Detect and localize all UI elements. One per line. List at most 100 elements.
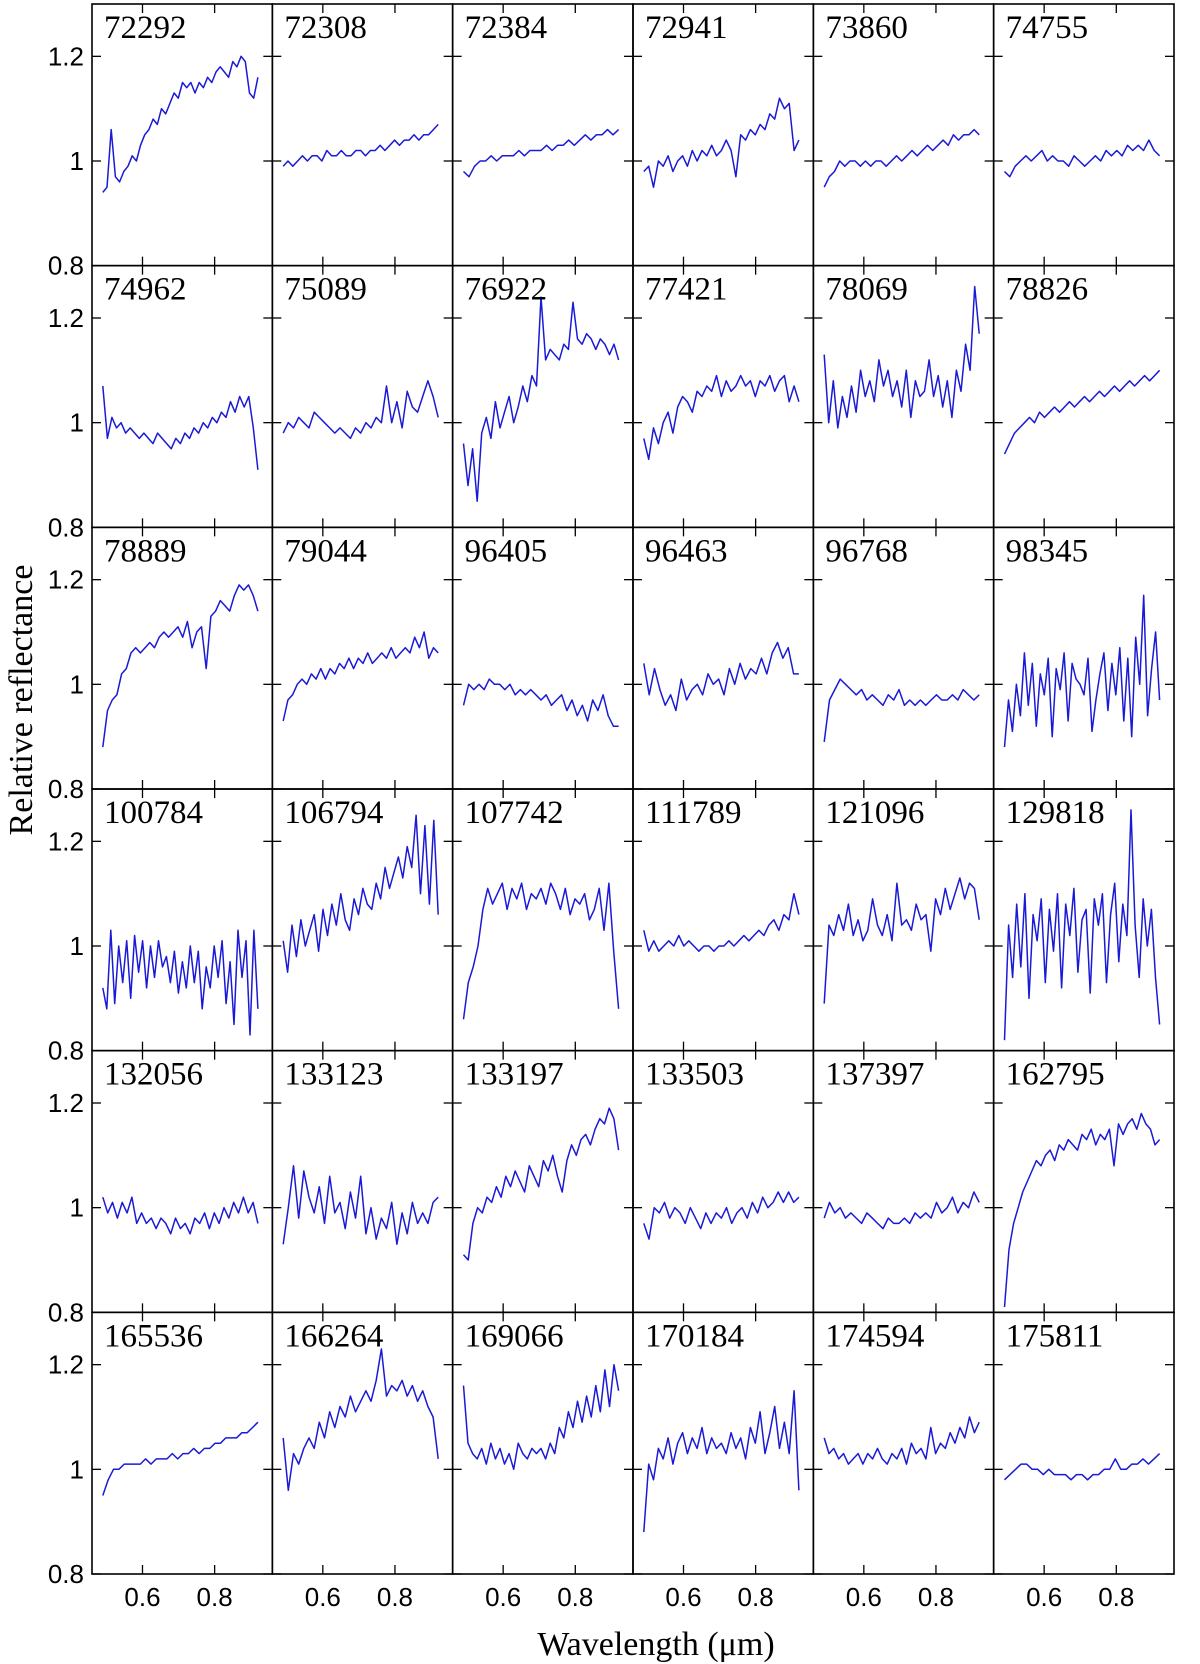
- panel-label-162795: 162795: [1006, 1057, 1105, 1093]
- spectrum-line-72941: [643, 97, 800, 188]
- spectrum-line-166264: [282, 1348, 439, 1492]
- x-tick-label: 0.8: [197, 1582, 233, 1612]
- x-tick-label: 0.8: [738, 1582, 774, 1612]
- x-tick-label: 0.6: [124, 1582, 160, 1612]
- spectrum-line-132056: [102, 1196, 259, 1235]
- panel-label-96463: 96463: [645, 533, 728, 569]
- spectrum-line-72308: [282, 123, 439, 167]
- panel-133503: 133503: [632, 1049, 815, 1314]
- x-tick-label: 0.6: [1026, 1582, 1062, 1612]
- panel-label-133123: 133123: [284, 1057, 383, 1093]
- labels-layer: 0.811.20.811.20.811.20.811.20.811.20.811…: [48, 41, 1135, 1612]
- x-tick-label: 0.6: [846, 1582, 882, 1612]
- y-tick-label: 1: [70, 146, 84, 176]
- spectrum-line-96463: [643, 641, 799, 712]
- panel-77421: 77421: [632, 264, 815, 529]
- panel-label-96405: 96405: [465, 533, 547, 569]
- panel-label-100784: 100784: [104, 795, 203, 831]
- panel-78826: 78826: [992, 264, 1175, 529]
- y-tick-label: 1.2: [48, 826, 84, 856]
- y-tick-label: 1: [70, 408, 84, 438]
- spectrum-line-96768: [823, 678, 980, 742]
- panel-label-78826: 78826: [1006, 272, 1089, 308]
- panel-96405: 96405: [451, 526, 634, 790]
- panel-label-129818: 129818: [1006, 795, 1105, 831]
- spectrum-line-170184: [643, 1390, 800, 1533]
- panel-162795: 162795: [992, 1049, 1175, 1314]
- y-tick-label: 0.8: [48, 1559, 84, 1589]
- y-tick-label: 1: [70, 1454, 84, 1484]
- panel-label-77421: 77421: [645, 272, 728, 308]
- panel-label-111789: 111789: [645, 795, 742, 831]
- panel-175811: 175811: [992, 1311, 1175, 1575]
- spectrum-line-72384: [462, 128, 620, 178]
- spectrum-line-73860: [823, 128, 980, 188]
- panel-label-165536: 165536: [104, 1318, 203, 1354]
- y-tick-label: 0.8: [48, 1297, 84, 1327]
- x-axis-title: Wavelength (μm): [537, 1626, 774, 1663]
- panel-170184: 170184: [632, 1311, 815, 1575]
- spectrum-line-78069: [823, 285, 980, 429]
- panel-label-174594: 174594: [825, 1318, 924, 1354]
- x-tick-label: 0.6: [485, 1582, 521, 1612]
- panel-121096: 121096: [812, 788, 995, 1052]
- panel-75089: 75089: [271, 264, 454, 529]
- panel-98345: 98345: [992, 526, 1175, 790]
- panel-frame: [992, 1311, 1175, 1575]
- spectrum-line-75089: [282, 380, 439, 440]
- spectrum-line-133503: [643, 1191, 800, 1240]
- x-tick-label: 0.8: [377, 1582, 413, 1612]
- panel-label-137397: 137397: [825, 1057, 924, 1093]
- panel-129818: 129818: [992, 788, 1175, 1052]
- panel-72384: 72384: [451, 3, 634, 267]
- x-tick-label: 0.6: [665, 1582, 701, 1612]
- spectrum-line-162795: [1003, 1112, 1161, 1308]
- spectrum-line-98345: [1003, 594, 1161, 748]
- panel-107742: 107742: [451, 788, 634, 1052]
- panel-label-72941: 72941: [645, 10, 728, 46]
- panel-label-121096: 121096: [825, 795, 924, 831]
- y-tick-label: 1.2: [48, 303, 84, 333]
- y-tick-label: 1: [70, 669, 84, 699]
- spectrum-line-165536: [102, 1421, 259, 1496]
- panel-label-133503: 133503: [645, 1057, 744, 1093]
- panel-74755: 74755: [992, 3, 1175, 267]
- y-tick-label: 0.8: [48, 251, 84, 281]
- panel-133123: 133123: [271, 1049, 454, 1314]
- panel-label-106794: 106794: [284, 795, 383, 831]
- spectrum-line-77421: [643, 374, 800, 461]
- spectrum-line-72292: [102, 55, 259, 193]
- spectrum-line-78889: [102, 584, 259, 748]
- panel-label-74962: 74962: [104, 272, 187, 308]
- panel-label-73860: 73860: [825, 10, 908, 46]
- panel-label-133197: 133197: [465, 1057, 564, 1093]
- panel-165536: 165536: [91, 1311, 274, 1575]
- panel-label-166264: 166264: [284, 1318, 383, 1354]
- panel-96463: 96463: [632, 526, 815, 790]
- spectrum-line-133197: [462, 1107, 620, 1261]
- panel-78889: 78889: [91, 526, 274, 790]
- y-tick-label: 1: [70, 1193, 84, 1223]
- panel-100784: 100784: [91, 788, 274, 1052]
- y-tick-label: 1.2: [48, 41, 84, 71]
- spectrum-line-121096: [823, 877, 980, 1004]
- panel-label-169066: 169066: [465, 1318, 564, 1354]
- panel-74962: 74962: [91, 264, 274, 529]
- panel-111789: 111789: [632, 788, 815, 1052]
- y-tick-label: 0.8: [48, 774, 84, 804]
- spectrum-line-74755: [1003, 139, 1161, 178]
- x-tick-label: 0.8: [918, 1582, 954, 1612]
- panel-174594: 174594: [812, 1311, 995, 1575]
- panel-label-96768: 96768: [825, 533, 908, 569]
- spectrum-line-76922: [462, 296, 620, 502]
- spectrum-line-137397: [823, 1191, 980, 1230]
- panel-label-132056: 132056: [104, 1057, 203, 1093]
- x-tick-label: 0.6: [305, 1582, 341, 1612]
- spectrum-line-175811: [1003, 1453, 1161, 1481]
- spectrum-line-106794: [282, 814, 439, 973]
- panel-78069: 78069: [812, 264, 995, 529]
- panel-label-98345: 98345: [1006, 533, 1089, 569]
- y-tick-label: 1.2: [48, 1350, 84, 1380]
- panel-label-78889: 78889: [104, 533, 187, 569]
